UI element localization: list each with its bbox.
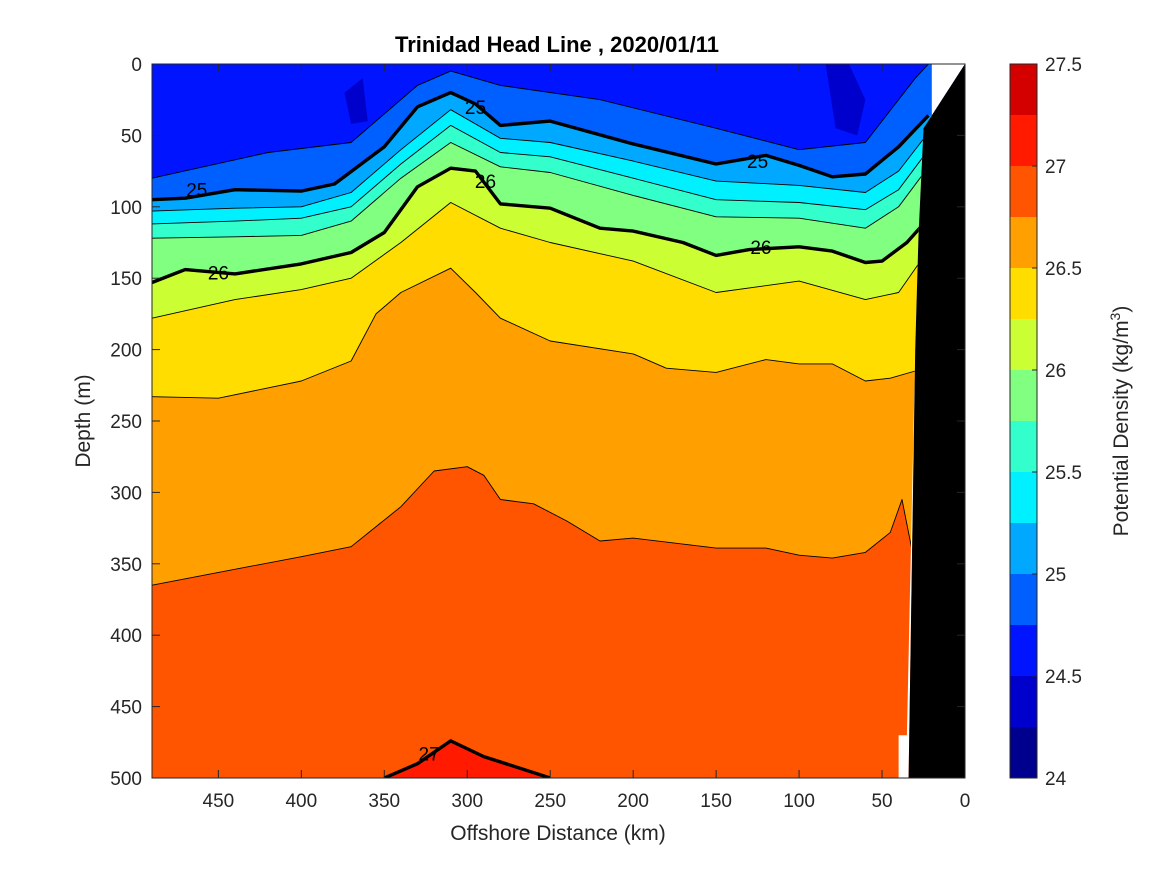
contour-label-1: 25 <box>465 98 486 119</box>
y-tick-label-100: 100 <box>110 198 142 219</box>
labeled-isopycnal-lines <box>152 90 930 778</box>
isopycnal-25.75 <box>152 142 929 239</box>
y-tick-label-450: 450 <box>110 698 142 719</box>
colorbar-label-sup: 3 <box>1107 312 1123 320</box>
land-mask <box>908 64 965 778</box>
contour-labels: 25 25 25 26 26 26 27 <box>186 98 771 766</box>
y-tick-label-200: 200 <box>110 341 142 362</box>
colorbar-segment-11 <box>1010 166 1037 217</box>
y-tick-label-350: 350 <box>110 555 142 576</box>
contour-label-3: 26 <box>208 264 229 285</box>
colorbar-segment-4 <box>1010 523 1037 574</box>
colorbar-tick-label-24.5: 24.5 <box>1045 667 1082 688</box>
colorbar-ticks: 24 24.5 25 25.5 26 26.5 27 27.5 <box>1032 55 1082 790</box>
x-tick-label-450: 450 <box>203 791 235 812</box>
x-tick-label-300: 300 <box>451 791 483 812</box>
chart-title: Trinidad Head Line , 2020/01/11 <box>395 32 719 57</box>
surface-patch-0 <box>344 78 368 124</box>
colorbar-tick-label-25.5: 25.5 <box>1045 463 1082 484</box>
y-axis: 0 50 100 150 200 250 300 350 400 450 500 <box>110 55 965 790</box>
isopycnal-26.25 <box>152 202 929 319</box>
x-axis: 450 400 350 300 250 200 150 100 50 0 <box>203 64 971 812</box>
colorbar-tick-label-27: 27 <box>1045 157 1066 178</box>
colorbar-segment-7 <box>1010 370 1037 421</box>
y-tick-label-50: 50 <box>121 126 142 147</box>
x-tick-label-100: 100 <box>783 791 815 812</box>
colorbar-tick-label-26: 26 <box>1045 361 1066 382</box>
colorbar-segment-12 <box>1010 115 1037 166</box>
colorbar-segment-0 <box>1010 727 1037 778</box>
isopycnal-24.75 <box>152 64 929 179</box>
colorbar-tick-label-24: 24 <box>1045 769 1067 790</box>
isopycnal-25.5 <box>152 124 929 225</box>
colorbar-label: Potential Density (kg/m3) <box>1107 306 1133 537</box>
isopycnal-26.75 <box>152 466 915 586</box>
land-shelf <box>908 64 965 778</box>
contour-label-2: 25 <box>747 152 768 173</box>
plot-area: 25 25 25 26 26 26 27 <box>152 64 965 778</box>
contour-label-6: 27 <box>419 745 440 766</box>
y-tick-label-300: 300 <box>110 483 142 504</box>
contour-label-0: 25 <box>186 181 207 202</box>
contour-fills <box>152 64 965 778</box>
colorbar <box>1009 63 1038 779</box>
colorbar-tick-label-25: 25 <box>1045 565 1066 586</box>
y-tick-label-0: 0 <box>131 55 142 76</box>
y-tick-label-500: 500 <box>110 769 142 790</box>
x-tick-label-250: 250 <box>534 791 566 812</box>
x-tick-label-0: 0 <box>960 791 971 812</box>
colorbar-segment-9 <box>1010 268 1037 319</box>
y-tick-label-250: 250 <box>110 412 142 433</box>
isopycnal-26.5 <box>152 267 916 399</box>
x-axis-label: Offshore Distance (km) <box>450 822 666 845</box>
colorbar-segment-2 <box>1010 625 1037 676</box>
colorbar-segment-13 <box>1010 64 1037 115</box>
colorbar-frame <box>1009 63 1038 779</box>
contour-label-5: 26 <box>750 238 771 259</box>
isopycnal-25 <box>152 90 930 202</box>
surface-patch-1 <box>825 64 866 136</box>
x-tick-label-150: 150 <box>700 791 732 812</box>
colorbar-segment-3 <box>1010 574 1037 625</box>
colorbar-segment-8 <box>1010 319 1037 370</box>
y-axis-label: Depth (m) <box>72 374 95 467</box>
colorbar-segment-1 <box>1010 676 1037 727</box>
isopycnal-lines <box>152 64 929 586</box>
x-tick-label-350: 350 <box>368 791 400 812</box>
colorbar-segment-10 <box>1010 217 1037 268</box>
x-tick-label-400: 400 <box>285 791 317 812</box>
band-fill-27 <box>152 740 551 778</box>
isopycnal-27 <box>383 739 551 778</box>
colorbar-label-main: Potential Density (kg/m <box>1110 320 1133 536</box>
band-fill-26.75 <box>152 466 914 778</box>
isopycnal-25.25 <box>152 109 929 212</box>
colorbar-label-end: ) <box>1110 306 1133 313</box>
colorbar-segment-6 <box>1010 421 1037 472</box>
y-tick-label-150: 150 <box>110 269 142 290</box>
x-tick-label-50: 50 <box>871 791 892 812</box>
colorbar-tick-label-27.5: 27.5 <box>1045 55 1082 76</box>
colorbar-tick-label-26.5: 26.5 <box>1045 259 1082 280</box>
y-tick-label-400: 400 <box>110 626 142 647</box>
colorbar-segment-5 <box>1010 472 1037 523</box>
contour-label-4: 26 <box>475 172 496 193</box>
x-tick-label-200: 200 <box>617 791 649 812</box>
isopycnal-26 <box>152 166 930 285</box>
